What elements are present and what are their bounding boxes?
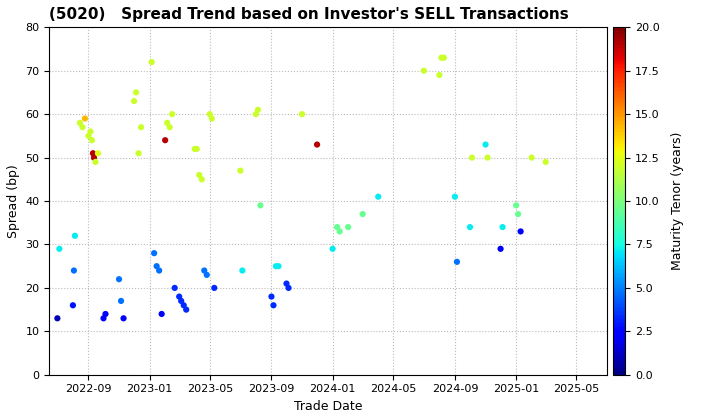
Point — [327, 245, 338, 252]
Point — [526, 154, 537, 161]
Point — [194, 172, 205, 178]
Point — [343, 224, 354, 231]
Point — [92, 150, 104, 157]
Point — [199, 267, 210, 274]
Point — [436, 54, 447, 61]
Point — [118, 315, 130, 322]
Point — [53, 245, 65, 252]
Point — [268, 302, 279, 309]
Point — [495, 245, 506, 252]
Point — [128, 98, 140, 105]
Point — [372, 193, 384, 200]
Point — [135, 124, 147, 131]
Point — [270, 263, 282, 270]
Point — [235, 167, 246, 174]
Point — [480, 141, 491, 148]
Point — [273, 263, 284, 270]
Point — [497, 224, 508, 231]
Point — [482, 154, 493, 161]
Point — [433, 72, 445, 79]
Point — [204, 111, 215, 118]
Text: (5020)   Spread Trend based on Investor's SELL Transactions: (5020) Spread Trend based on Investor's … — [50, 7, 569, 22]
Point — [296, 111, 307, 118]
Point — [169, 284, 181, 291]
Point — [74, 119, 86, 126]
Point — [206, 115, 217, 122]
Point — [189, 146, 200, 152]
Point — [69, 232, 81, 239]
Point — [467, 154, 478, 161]
Point — [68, 267, 80, 274]
Point — [334, 228, 346, 235]
Y-axis label: Spread (bp): Spread (bp) — [7, 164, 20, 238]
Point — [252, 106, 264, 113]
Point — [540, 159, 552, 165]
Point — [166, 111, 178, 118]
Point — [151, 263, 163, 270]
Point — [209, 284, 220, 291]
Point — [67, 302, 78, 309]
Y-axis label: Maturity Tenor (years): Maturity Tenor (years) — [670, 132, 684, 270]
Point — [464, 224, 476, 231]
Point — [130, 89, 142, 96]
Point — [250, 111, 261, 118]
Point — [237, 267, 248, 274]
Point — [281, 280, 292, 287]
Point — [181, 306, 192, 313]
Point — [87, 150, 99, 157]
Point — [196, 176, 207, 183]
Point — [85, 128, 96, 135]
Point — [357, 211, 369, 218]
Point — [201, 271, 212, 278]
Point — [115, 298, 127, 304]
Point — [438, 54, 450, 61]
Point — [52, 315, 63, 322]
Point — [311, 141, 323, 148]
Point — [100, 311, 112, 318]
Point — [513, 211, 524, 218]
Point — [451, 258, 463, 265]
Point — [176, 298, 187, 304]
Point — [89, 154, 100, 161]
X-axis label: Trade Date: Trade Date — [294, 400, 362, 413]
Point — [156, 311, 168, 318]
Point — [515, 228, 526, 235]
Point — [79, 115, 91, 122]
Point — [510, 202, 522, 209]
Point — [148, 250, 160, 257]
Point — [191, 146, 202, 152]
Point — [331, 224, 343, 231]
Point — [132, 150, 144, 157]
Point — [161, 119, 173, 126]
Point — [283, 284, 294, 291]
Point — [164, 124, 176, 131]
Point — [83, 133, 94, 139]
Point — [418, 67, 430, 74]
Point — [90, 159, 102, 165]
Point — [98, 315, 109, 322]
Point — [153, 267, 165, 274]
Point — [266, 293, 277, 300]
Point — [174, 293, 185, 300]
Point — [113, 276, 125, 283]
Point — [178, 302, 189, 309]
Point — [449, 193, 461, 200]
Point — [76, 124, 88, 131]
Point — [159, 137, 171, 144]
Point — [255, 202, 266, 209]
Point — [146, 59, 158, 66]
Point — [86, 137, 98, 144]
